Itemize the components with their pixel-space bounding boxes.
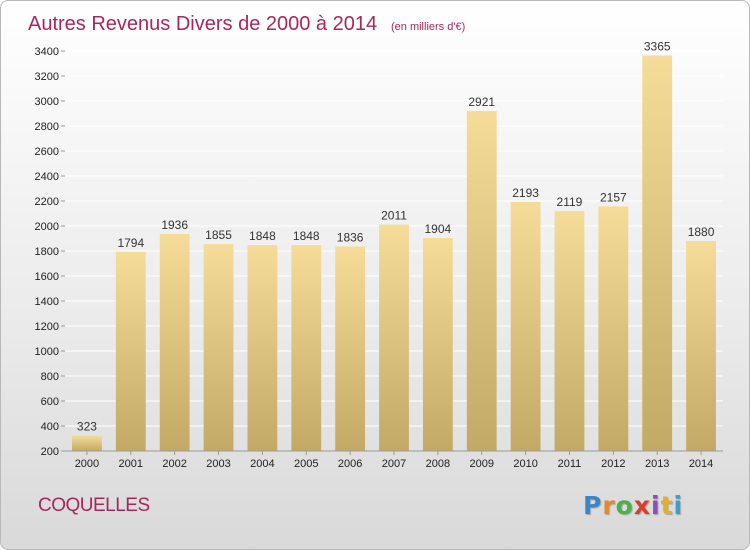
bar-2009 (466, 110, 497, 451)
x-tick-label-2013: 2013 (645, 458, 669, 470)
value-label-2005: 1848 (293, 229, 320, 243)
value-label-2007: 2011 (381, 209, 407, 223)
proxiti-logo-letter: o (615, 491, 634, 520)
bars (72, 55, 716, 451)
y-tick-label: 400 (41, 421, 59, 433)
bar-2002 (159, 234, 190, 451)
x-tick-label-2001: 2001 (119, 458, 143, 470)
value-label-2003: 1855 (205, 228, 232, 242)
bar-2011 (554, 211, 585, 451)
y-tick-label: 1800 (35, 246, 59, 258)
value-label-2014: 1880 (688, 225, 715, 239)
value-label-2011: 2119 (557, 195, 583, 209)
chart-unit-note: (en milliers d'€) (391, 21, 465, 33)
bar-2006 (335, 246, 366, 451)
bar-2013 (642, 55, 673, 451)
y-tick-label: 200 (41, 446, 59, 458)
proxiti-logo-letter: i (673, 491, 684, 520)
y-tick-label: 800 (41, 371, 59, 383)
bar-2007 (379, 224, 409, 451)
proxiti-logo-letter: t (660, 491, 674, 520)
y-tick-label: 3000 (35, 96, 59, 108)
x-tick-label-2006: 2006 (338, 458, 362, 470)
bar-2001 (115, 251, 146, 451)
y-tick-label: 1600 (35, 271, 59, 283)
bar-2010 (510, 201, 541, 451)
chart-title: Autres Revenus Divers de 2000 à 2014 (28, 13, 377, 35)
y-tick-label: 600 (41, 396, 59, 408)
value-label-2010: 2193 (512, 186, 539, 200)
y-tick-label: 2400 (35, 171, 59, 183)
value-label-2004: 1848 (249, 229, 276, 243)
x-tick-label-2002: 2002 (162, 458, 186, 470)
x-tick-label-2014: 2014 (689, 458, 713, 470)
value-label-2009: 2921 (468, 95, 495, 109)
value-label-2002: 1936 (161, 218, 188, 232)
value-label-2000: 323 (77, 420, 97, 434)
proxiti-logo: Proxiti (583, 491, 683, 520)
y-axis-ticks: 200 400 600 800 1000 1200 1400 1600 1800 2000 2200… (35, 46, 65, 458)
value-label-2001: 1794 (117, 236, 144, 250)
proxiti-logo-letter: r (602, 491, 616, 520)
value-label-2012: 2157 (600, 190, 627, 204)
y-tick-label: 2800 (35, 121, 59, 133)
x-tick-label-2012: 2012 (601, 458, 625, 470)
proxiti-logo-letter: P (583, 491, 603, 520)
bar-2003 (203, 244, 234, 451)
x-axis-ticks: 2000 2001 2002 2003 2004 2005 2006 2007 2008 2009… (75, 451, 713, 470)
y-tick-label: 2000 (35, 221, 59, 233)
x-tick-label-2007: 2007 (382, 458, 406, 470)
bar-2012 (598, 206, 629, 451)
proxiti-logo-letter: i (651, 491, 661, 520)
y-tick-label: 3400 (35, 46, 59, 58)
x-tick-label-2009: 2009 (469, 458, 493, 470)
value-label-2006: 1836 (337, 231, 364, 245)
proxiti-logo-letter: x (633, 491, 651, 520)
y-tick-label: 3200 (35, 71, 59, 83)
bar-2000 (72, 435, 102, 451)
y-tick-label: 1000 (35, 346, 59, 358)
value-label-2013: 3365 (644, 39, 671, 53)
bar-2008 (422, 238, 453, 451)
bar-2005 (291, 245, 322, 451)
x-tick-label-2003: 2003 (206, 458, 230, 470)
bar-2004 (247, 245, 278, 451)
bar-2014 (686, 241, 716, 451)
commune-name: COQUELLES (38, 495, 150, 516)
value-label-2008: 1904 (425, 222, 452, 236)
x-tick-label-2010: 2010 (513, 458, 537, 470)
y-tick-label: 2600 (35, 146, 59, 158)
y-tick-label: 2200 (35, 196, 59, 208)
x-tick-label-2011: 2011 (558, 458, 582, 470)
x-tick-label-2000: 2000 (75, 458, 99, 470)
value-labels: 323 1794 1936 1855 1848 1848 1836 2011 1904 2921 2… (77, 39, 715, 433)
y-tick-label: 1400 (35, 296, 59, 308)
y-tick-label: 1200 (35, 321, 59, 333)
x-tick-label-2008: 2008 (426, 458, 450, 470)
x-tick-label-2005: 2005 (294, 458, 318, 470)
x-tick-label-2004: 2004 (250, 458, 274, 470)
